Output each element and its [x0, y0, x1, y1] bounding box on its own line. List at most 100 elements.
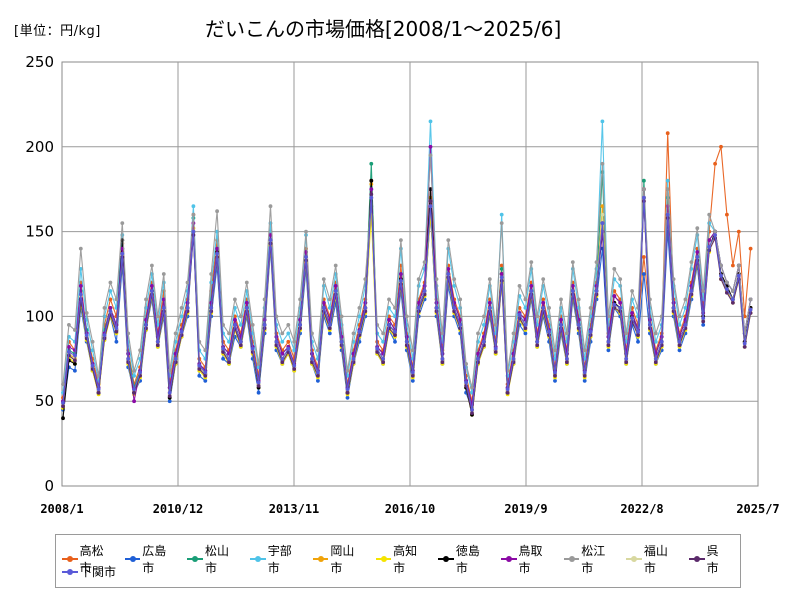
data-point [470, 385, 474, 390]
data-point [244, 280, 249, 285]
data-point [636, 333, 640, 337]
data-point [191, 204, 196, 209]
x-tick-label: 2010/12 [153, 502, 204, 516]
legend-label: 徳島市 [455, 544, 480, 575]
data-point [256, 380, 261, 385]
x-tick-label: 2025/7 [736, 502, 779, 516]
data-point [238, 314, 243, 319]
data-point [695, 250, 700, 254]
data-point [648, 323, 652, 327]
data-point [665, 187, 670, 192]
data-point [120, 221, 125, 226]
y-tick-label: 0 [44, 477, 54, 495]
data-point [523, 331, 528, 336]
data-point [96, 387, 101, 392]
data-point [517, 312, 522, 317]
data-point [298, 323, 302, 327]
data-point [90, 363, 95, 368]
data-point [742, 341, 747, 346]
data-point [67, 350, 71, 354]
data-point [393, 306, 397, 310]
data-point [61, 401, 65, 405]
data-point [446, 267, 451, 271]
legend-label: 松江市 [581, 544, 606, 575]
data-point [434, 277, 439, 281]
data-point [292, 339, 297, 344]
data-point [683, 297, 688, 302]
data-point [476, 356, 480, 361]
data-point [310, 356, 314, 361]
data-point [78, 292, 83, 297]
data-point [150, 284, 154, 288]
data-point [203, 348, 208, 353]
data-point [316, 378, 320, 383]
data-point [268, 238, 273, 243]
legend-item: 高知市 [375, 542, 429, 576]
data-point [677, 314, 682, 319]
data-point [748, 246, 753, 251]
data-point [280, 360, 285, 365]
data-point [102, 333, 107, 337]
data-point [642, 195, 646, 200]
data-point [84, 311, 89, 315]
data-point [665, 178, 670, 183]
data-point [256, 362, 261, 366]
data-point [665, 131, 670, 136]
data-point [274, 339, 279, 344]
data-point [78, 284, 83, 288]
data-point [114, 339, 119, 344]
data-point [713, 233, 717, 237]
data-point [84, 333, 89, 337]
data-point [499, 272, 504, 276]
data-point [67, 323, 71, 327]
data-point [731, 297, 735, 302]
data-point [78, 246, 83, 251]
data-point [582, 348, 587, 353]
data-point [499, 275, 504, 280]
data-point [618, 277, 623, 281]
data-point [155, 343, 160, 348]
data-point [600, 221, 605, 226]
data-point [369, 187, 374, 192]
data-point [173, 331, 178, 336]
data-point [61, 404, 65, 409]
y-tick-label: 250 [25, 53, 54, 71]
data-point [221, 356, 226, 361]
data-point [695, 226, 700, 231]
data-point [393, 329, 397, 334]
data-point [736, 229, 741, 234]
data-point [487, 297, 492, 302]
data-point [559, 323, 563, 327]
data-point [642, 178, 646, 183]
data-point [381, 360, 385, 365]
legend-label: 岡山市 [330, 544, 355, 575]
data-point [482, 323, 486, 327]
data-point [529, 284, 534, 288]
data-point [653, 339, 658, 344]
data-point [369, 192, 374, 197]
data-point [167, 394, 172, 398]
data-point [393, 339, 397, 344]
data-point [499, 221, 504, 226]
data-point [742, 345, 747, 349]
data-point [511, 331, 516, 336]
legend-item: 松江市 [563, 542, 617, 576]
legend-label: 松山市 [205, 544, 230, 575]
data-point [725, 280, 729, 285]
data-point [345, 368, 350, 373]
data-point [227, 356, 231, 361]
data-point [612, 267, 617, 271]
data-point [238, 343, 243, 348]
data-point [452, 277, 457, 281]
data-point [144, 323, 148, 327]
legend-swatch [375, 556, 392, 562]
data-point [683, 323, 688, 327]
data-point [321, 300, 326, 305]
data-point [630, 311, 634, 315]
data-point [150, 289, 154, 293]
data-point [452, 284, 457, 288]
y-tick-label: 200 [25, 138, 54, 156]
data-point [369, 178, 374, 183]
data-point [238, 339, 243, 344]
data-point [422, 289, 427, 293]
